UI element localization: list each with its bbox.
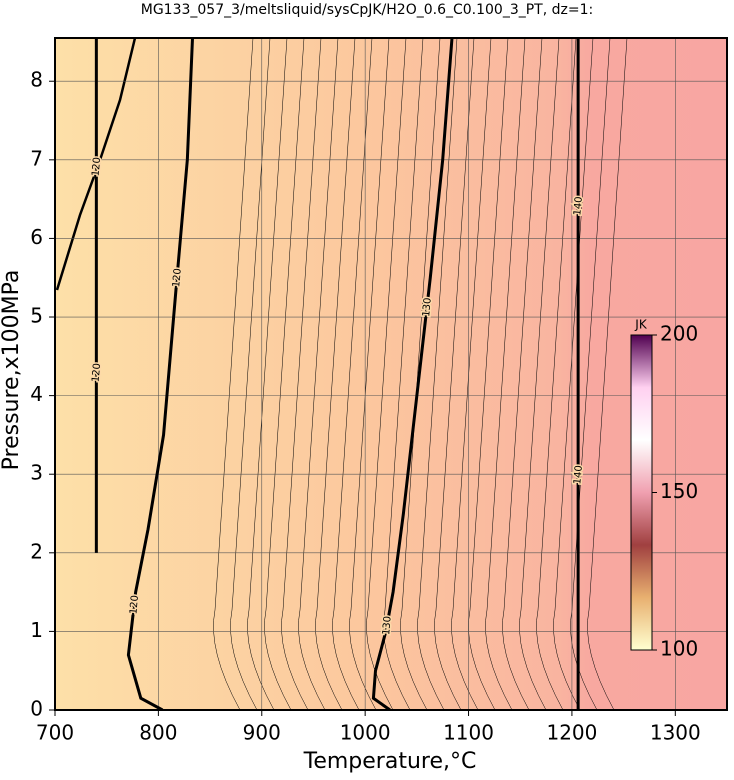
thin-contour bbox=[315, 38, 356, 710]
thin-contour bbox=[230, 38, 271, 710]
contour-label: 140 bbox=[572, 196, 585, 216]
x-axis-label: Temperature,°C bbox=[303, 749, 477, 774]
x-tick-label: 1300 bbox=[650, 721, 701, 745]
chart-title: MG133_057_3/meltsliquid/sysCpJK/H2O_0.6_… bbox=[141, 2, 593, 18]
contour-label: 140 bbox=[572, 465, 585, 485]
thin-contour bbox=[332, 38, 373, 710]
contour-line bbox=[371, 38, 454, 710]
thin-contour bbox=[383, 38, 424, 710]
thin-contour bbox=[502, 38, 543, 710]
thin-contour bbox=[485, 38, 526, 710]
thin-contour bbox=[400, 38, 441, 710]
x-tick-label: 1100 bbox=[443, 721, 494, 745]
contour-label: 120 bbox=[171, 268, 184, 288]
x-tick-label: 1000 bbox=[340, 721, 391, 745]
contour-label: 120 bbox=[91, 157, 104, 177]
contour-label: 120 bbox=[128, 595, 141, 615]
y-tick-label: 1 bbox=[30, 618, 43, 642]
thin-contour bbox=[587, 38, 628, 710]
y-tick-label: 7 bbox=[30, 146, 43, 170]
y-tick-label: 6 bbox=[30, 225, 43, 249]
x-tick-label: 700 bbox=[36, 721, 74, 745]
contour-label: 130 bbox=[421, 297, 434, 317]
thin-contour bbox=[349, 38, 390, 710]
y-tick-label: 3 bbox=[30, 461, 43, 485]
thin-contour bbox=[417, 38, 458, 710]
x-tick-label: 1200 bbox=[546, 721, 597, 745]
contour-line bbox=[126, 38, 195, 710]
colorbar-label: JK bbox=[634, 318, 648, 332]
thin-contour bbox=[434, 38, 475, 710]
contours: 120 120 120 120 130 130 140 140 bbox=[89, 38, 586, 710]
grid bbox=[54, 38, 727, 711]
thin-contour bbox=[451, 38, 492, 710]
thin-contour bbox=[553, 38, 594, 710]
thin-contour bbox=[247, 38, 288, 710]
thin-contour bbox=[298, 38, 339, 710]
y-tick-label: 2 bbox=[30, 539, 43, 563]
contour-label: 120 bbox=[91, 363, 104, 383]
thin-contours bbox=[213, 38, 628, 710]
colorbar-tick-label: 200 bbox=[660, 322, 698, 346]
thin-contour bbox=[264, 38, 305, 710]
y-tick-label: 4 bbox=[30, 382, 43, 406]
thin-contour bbox=[281, 38, 322, 710]
thin-contour bbox=[519, 38, 560, 710]
thin-contour bbox=[570, 38, 611, 710]
thin-contour bbox=[213, 38, 254, 710]
x-tick-label: 800 bbox=[139, 721, 177, 745]
y-tick-label: 5 bbox=[30, 304, 43, 328]
colorbar-tick-label: 100 bbox=[660, 637, 698, 661]
contour-label: 130 bbox=[381, 616, 394, 636]
thin-contour bbox=[468, 38, 509, 710]
x-tick-label: 900 bbox=[243, 721, 281, 745]
y-tick-label: 0 bbox=[30, 697, 43, 721]
y-axis-label: Pressure,x100MPa bbox=[0, 270, 24, 471]
thin-contour bbox=[366, 38, 407, 710]
thin-contour bbox=[536, 38, 577, 710]
plot-frame bbox=[54, 37, 728, 711]
colorbar-tick-label: 150 bbox=[660, 479, 698, 503]
y-tick-label: 8 bbox=[30, 68, 43, 92]
colorbar bbox=[630, 334, 653, 651]
